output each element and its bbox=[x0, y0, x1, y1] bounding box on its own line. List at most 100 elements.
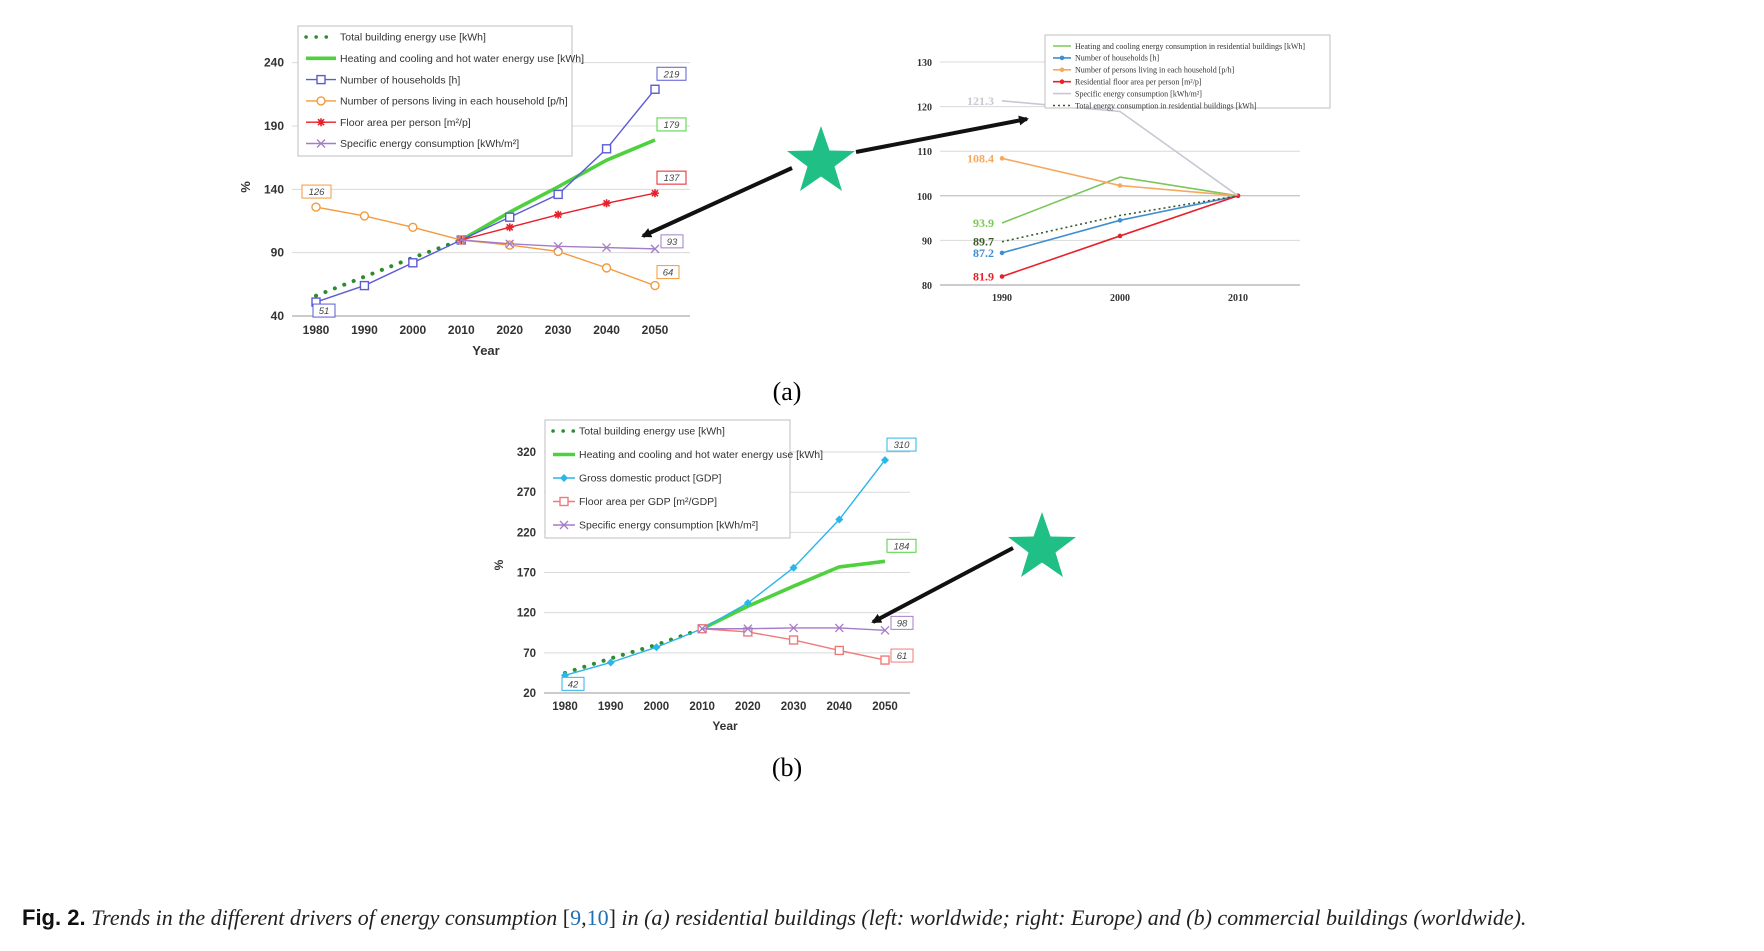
value-label: 98 bbox=[897, 618, 908, 629]
b-series bbox=[561, 456, 890, 680]
value-label-box bbox=[890, 648, 914, 663]
legend-marker bbox=[1059, 67, 1065, 73]
series-gross-domestic-product-gdp-line bbox=[564, 459, 886, 677]
x-tick-label: 1990 bbox=[351, 323, 378, 337]
series-specific-energy-consumption-kwh-m-point bbox=[743, 624, 753, 634]
series-residential-floor-area-per-person-m-p-point bbox=[999, 274, 1005, 279]
series-gross-domestic-product-gdp-point bbox=[881, 456, 889, 465]
legend-entry: Total building energy use [kWh] bbox=[340, 32, 486, 44]
value-label-box bbox=[656, 170, 687, 185]
y-tick-label: 270 bbox=[517, 487, 536, 499]
value-label: 184 bbox=[894, 541, 910, 552]
series-heating-and-cooling-and-hot-water-energy-line bbox=[701, 559, 886, 631]
legend-marker bbox=[560, 474, 568, 482]
a-right-series bbox=[999, 100, 1241, 279]
legend-box bbox=[1044, 34, 1331, 109]
legend-entry: Specific energy consumption [kWh/m²] bbox=[579, 520, 758, 532]
value-label: 61 bbox=[897, 651, 908, 662]
y-tick-label: 130 bbox=[917, 58, 932, 69]
x-axis-title: Year bbox=[472, 343, 499, 358]
series-gross-domestic-product-gdp-point bbox=[835, 515, 844, 524]
series-number-of-persons-living-in-each-househo-point bbox=[359, 211, 370, 221]
series-specific-energy-consumption-kwh-m-point bbox=[456, 235, 466, 245]
y-tick-label: 220 bbox=[517, 527, 536, 539]
series-total-energy-consumption-in-residential--line bbox=[1001, 195, 1239, 243]
y-tick-label: 120 bbox=[517, 608, 536, 620]
y-tick-label: 20 bbox=[523, 688, 536, 700]
series-specific-energy-consumption-kwh-m-point bbox=[602, 243, 612, 253]
x-tick-label: 1980 bbox=[303, 323, 330, 337]
x-tick-label: 2040 bbox=[593, 323, 620, 337]
series-floor-area-per-person-m-p-point bbox=[554, 210, 563, 219]
series-number-of-households-h-point bbox=[505, 212, 515, 222]
legend-entry: Gross domestic product [GDP] bbox=[579, 473, 721, 485]
legend-marker bbox=[317, 118, 325, 127]
series-number-of-persons-living-in-each-househo-point bbox=[1117, 183, 1123, 188]
series-number-of-persons-living-in-each-househo-point bbox=[650, 280, 660, 291]
legend-entry: Floor area per person [m²/p] bbox=[340, 117, 471, 129]
a-right-value-labels: 93.9 87.2 108.4 81.9 121.3 89.7 bbox=[967, 94, 994, 284]
b-axes: 20 70 120 170 220 270 320 1980 1990 2000 2010 2020 2… bbox=[492, 447, 898, 733]
x-axis-title: Year bbox=[712, 719, 738, 733]
value-label: 126 bbox=[309, 187, 326, 198]
y-tick-label: 140 bbox=[264, 182, 284, 196]
x-tick-label: 1980 bbox=[552, 701, 578, 713]
series-number-of-households-h-line bbox=[315, 88, 656, 303]
legend-entry: Number of persons living in each househo… bbox=[340, 96, 568, 108]
caption-comma: , bbox=[581, 905, 587, 930]
legend-entry: Heating and cooling and hot water energy… bbox=[579, 449, 823, 461]
series-heating-and-cooling-energy-consumption-i-line bbox=[1001, 176, 1239, 224]
value-label-box bbox=[312, 303, 336, 318]
y-tick-label: 170 bbox=[517, 568, 536, 580]
arrow-to-specific-consumption-b bbox=[871, 546, 1014, 624]
value-label: 310 bbox=[894, 440, 911, 451]
caption-bracket-close: ] bbox=[608, 905, 616, 930]
value-label-box bbox=[886, 538, 917, 553]
series-floor-area-per-gdp-m-gdp-point bbox=[834, 645, 844, 656]
arrow-to-specific-consumption-a bbox=[641, 166, 793, 238]
series-number-of-persons-living-in-each-househo-point bbox=[505, 240, 515, 250]
x-tick-label: 2010 bbox=[448, 323, 475, 337]
series-number-of-households-h-point bbox=[650, 84, 660, 94]
y-tick-label: 80 bbox=[922, 281, 932, 292]
value-label: 64 bbox=[663, 268, 674, 279]
legend-entry: Specific energy consumption [kWh/m²] bbox=[340, 138, 519, 150]
series-number-of-persons-living-in-each-househo-point bbox=[408, 222, 418, 233]
legend-box bbox=[544, 419, 791, 539]
value-label-box bbox=[561, 676, 585, 691]
chart-a-right: 80 90 100 110 120 130 1990 2000 2010 93.9 87.2 108… bbox=[917, 34, 1331, 304]
series-number-of-households-h-point bbox=[408, 258, 418, 268]
caption-ref-link-10[interactable]: 10 bbox=[586, 905, 609, 930]
x-tick-label: 1990 bbox=[992, 293, 1012, 304]
value-label-box bbox=[656, 117, 687, 132]
y-tick-label: 320 bbox=[517, 447, 536, 459]
a-right-axes: 80 90 100 110 120 130 1990 2000 2010 bbox=[917, 58, 1248, 304]
series-total-building-energy-use-kwh-line bbox=[563, 626, 705, 675]
caption-ref-link-9[interactable]: 9 bbox=[570, 905, 582, 930]
value-label-box bbox=[890, 615, 914, 630]
panel-a-label: (a) bbox=[773, 377, 802, 406]
value-label-box bbox=[301, 184, 332, 199]
star-icon bbox=[787, 126, 855, 191]
legend-entry: Number of persons living in each househo… bbox=[1075, 66, 1235, 75]
y-tick-label: 190 bbox=[264, 119, 284, 133]
legend-marker bbox=[1059, 55, 1065, 61]
value-label: 93 bbox=[667, 237, 678, 248]
arrow-to-europe-chart bbox=[855, 115, 1029, 154]
value-label-box bbox=[660, 234, 684, 249]
star-icon bbox=[1008, 512, 1076, 577]
series-gross-domestic-product-gdp-point bbox=[652, 643, 661, 652]
series-floor-area-per-person-m-p-point bbox=[651, 189, 659, 198]
legend-box bbox=[297, 25, 573, 157]
legend-entry: Heating and cooling energy consumption i… bbox=[1075, 42, 1305, 51]
series-floor-area-per-gdp-m-gdp-point bbox=[788, 635, 799, 645]
series-specific-energy-consumption-kwh-m-point bbox=[650, 244, 660, 254]
legend-marker bbox=[559, 496, 569, 507]
series-gross-domestic-product-gdp-point bbox=[743, 599, 752, 608]
series-heating-and-cooling-and-hot-water-energy-line bbox=[460, 138, 656, 242]
caption-bracket-open: [ bbox=[562, 905, 571, 930]
a-left-series bbox=[311, 84, 660, 307]
x-tick-label: 2020 bbox=[735, 701, 761, 713]
x-tick-label: 2030 bbox=[781, 701, 807, 713]
